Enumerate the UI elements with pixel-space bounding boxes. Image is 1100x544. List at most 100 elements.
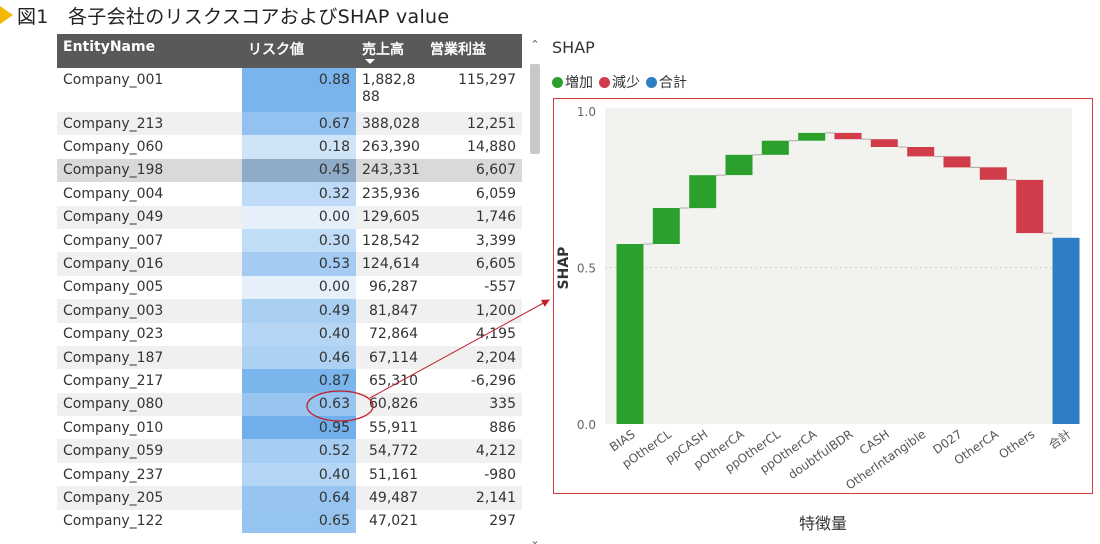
scroll-down-icon[interactable]: ⌄ — [530, 534, 540, 544]
cell-risk: 0.46 — [242, 345, 356, 370]
legend-label-increase: 増加 — [565, 75, 593, 91]
cell-profit: 4,212 — [424, 439, 522, 463]
cell-sales: 124,614 — [356, 252, 424, 276]
chart-highlight-frame — [553, 98, 1093, 494]
cell-profit: 335 — [424, 392, 522, 417]
table-row[interactable]: Company_003 0.49 81,847 1,200 — [57, 299, 522, 323]
cell-risk: 0.52 — [242, 439, 356, 463]
chart-legend: 増加 減少 合計 — [552, 72, 693, 92]
table-scrollbar[interactable]: ⌃ ⌄ — [528, 34, 542, 544]
cell-risk: 0.00 — [242, 205, 356, 229]
table-row[interactable]: Company_004 0.32 235,936 6,059 — [57, 182, 522, 206]
table-row[interactable]: Company_187 0.46 67,114 2,204 — [57, 345, 522, 370]
cell-profit: 1,746 — [424, 205, 522, 229]
cell-profit: 1,200 — [424, 299, 522, 323]
scroll-up-icon[interactable]: ⌃ — [530, 38, 540, 51]
chart-title: SHAP — [552, 38, 595, 57]
table-row[interactable]: Company_205 0.64 49,487 2,141 — [57, 486, 522, 510]
cell-risk: 0.65 — [242, 509, 356, 534]
cell-profit: 14,880 — [467, 139, 516, 156]
cell-sales: 129,605 — [356, 205, 424, 229]
table-row[interactable]: Company_213 0.67 388,028 12,251 — [57, 112, 522, 136]
cell-sales: 128,542 — [362, 232, 420, 249]
cell-risk: 0.18 — [242, 135, 356, 159]
cell-entity-name: Company_217 — [63, 372, 164, 389]
cell-entity-name: Company_187 — [57, 345, 242, 370]
scroll-thumb[interactable] — [530, 64, 540, 154]
cell-profit: 6,059 — [475, 185, 516, 202]
cell-entity-name: Company_003 — [57, 299, 242, 323]
cell-risk: 0.87 — [242, 369, 356, 393]
table-row[interactable]: Company_198 0.45 243,331 6,607 — [57, 158, 522, 183]
cell-risk: 0.00 — [242, 275, 356, 300]
table-body: Company_001 0.88 1,882,888 115,297 Company_2… — [57, 68, 522, 534]
figure-title: 図1 各子会社のリスクスコアおよびSHAP value — [0, 2, 449, 28]
cell-entity-name: Company_205 — [57, 486, 242, 510]
cell-sales: 96,287 — [369, 279, 418, 296]
cell-sales: 263,390 — [362, 139, 420, 156]
cell-profit: 6,607 — [424, 158, 522, 183]
cell-profit: -6,296 — [470, 372, 516, 389]
cell-entity-name: Company_213 — [57, 112, 242, 136]
entity-table-panel: EntityName リスク値 売上高 営業利益 Company_001 0.88… — [57, 34, 522, 544]
table-row[interactable]: Company_023 0.40 72,864 4,195 — [57, 322, 522, 346]
legend-label-decrease: 減少 — [612, 75, 640, 91]
table-row[interactable]: Company_059 0.52 54,772 4,212 — [57, 439, 522, 463]
cell-profit: 12,251 — [424, 112, 522, 136]
cell-entity-name: Company_060 — [63, 139, 164, 156]
cell-risk: 0.95 — [242, 416, 356, 440]
column-header-profit[interactable]: 営業利益 — [424, 34, 522, 68]
cell-sales: 72,864 — [369, 326, 418, 343]
cell-entity-name: Company_080 — [57, 392, 242, 417]
table-row[interactable]: Company_049 0.00 129,605 1,746 — [57, 205, 522, 229]
cell-sales: 49,487 — [356, 486, 424, 510]
column-header-sales[interactable]: 売上高 — [356, 34, 424, 68]
cell-risk: 0.49 — [242, 299, 356, 323]
cell-entity-name: Company_004 — [63, 185, 164, 202]
table-row[interactable]: Company_016 0.53 124,614 6,605 — [57, 252, 522, 276]
cell-entity-name: Company_010 — [63, 419, 164, 436]
legend-item-total[interactable]: 合計 — [646, 72, 687, 92]
cell-profit: 297 — [489, 513, 516, 530]
cell-entity-name: Company_016 — [57, 252, 242, 276]
column-header-entityname[interactable]: EntityName — [57, 34, 242, 68]
table-row[interactable]: Company_122 0.65 47,021 297 — [57, 509, 522, 534]
x-axis-label: 特徴量 — [798, 514, 847, 533]
table-row[interactable]: Company_001 0.88 1,882,888 115,297 — [57, 68, 522, 112]
cell-sales: 1,882,888 — [362, 72, 416, 105]
cell-entity-name: Company_023 — [63, 326, 164, 343]
cell-entity-name: Company_198 — [57, 158, 242, 183]
cell-sales: 51,161 — [369, 466, 418, 483]
table-row[interactable]: Company_010 0.95 55,911 886 — [57, 416, 522, 440]
legend-item-increase[interactable]: 増加 — [552, 72, 593, 92]
entity-table: EntityName リスク値 売上高 営業利益 Company_001 0.88… — [57, 34, 522, 534]
legend-item-decrease[interactable]: 減少 — [599, 72, 640, 92]
legend-dot-decrease-icon — [599, 76, 610, 88]
cell-risk: 0.67 — [242, 112, 356, 136]
table-row[interactable]: Company_217 0.87 65,310 -6,296 — [57, 369, 522, 393]
cell-profit: -557 — [484, 279, 516, 296]
cell-risk: 0.40 — [242, 462, 356, 487]
cell-profit: -980 — [484, 466, 516, 483]
cell-risk: 0.40 — [242, 322, 356, 346]
table-row[interactable]: Company_007 0.30 128,542 3,399 — [57, 228, 522, 253]
cell-sales: 388,028 — [356, 112, 424, 136]
title-marker-icon — [0, 6, 13, 24]
cell-profit: 115,297 — [458, 72, 516, 88]
cell-entity-name: Company_001 — [63, 72, 164, 88]
cell-entity-name: Company_005 — [63, 279, 164, 296]
cell-risk: 0.45 — [242, 158, 356, 183]
column-header-risk[interactable]: リスク値 — [242, 34, 356, 68]
legend-label-total: 合計 — [659, 75, 687, 91]
cell-profit: 3,399 — [475, 232, 516, 249]
table-header-row: EntityName リスク値 売上高 営業利益 — [57, 34, 522, 68]
legend-dot-total-icon — [646, 76, 657, 88]
table-row[interactable]: Company_237 0.40 51,161 -980 — [57, 462, 522, 487]
cell-profit: 6,605 — [424, 252, 522, 276]
table-row[interactable]: Company_080 0.63 60,826 335 — [57, 392, 522, 417]
table-row[interactable]: Company_005 0.00 96,287 -557 — [57, 275, 522, 300]
cell-sales: 235,936 — [362, 185, 420, 202]
cell-risk: 0.30 — [242, 228, 356, 253]
cell-sales: 60,826 — [356, 392, 424, 417]
table-row[interactable]: Company_060 0.18 263,390 14,880 — [57, 135, 522, 159]
